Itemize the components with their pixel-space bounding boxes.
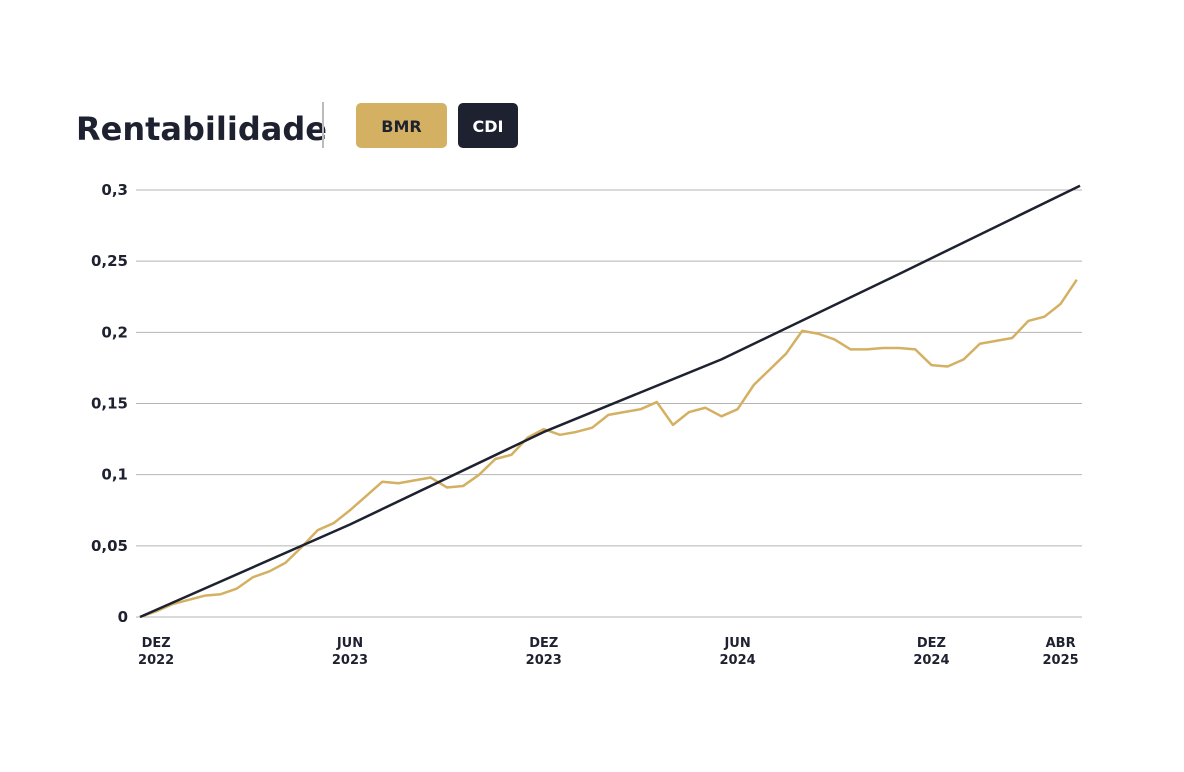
x-tick-label: DEZ 2022 [138,636,174,668]
x-tick-label: ABR 2025 [1043,636,1079,668]
series-line [139,278,1078,619]
x-tick-label: DEZ 2024 [913,636,949,668]
legend-label[interactable]: BMR [381,117,421,136]
y-tick-label: 0,2 [101,323,128,341]
y-tick-label: 0,3 [101,181,128,199]
legend-label[interactable]: CDI [473,117,504,136]
y-tick-label: 0,05 [91,537,128,555]
y-tick-label: 0,1 [101,466,128,484]
y-tick-label: 0,25 [91,252,128,270]
legend-button[interactable] [356,103,447,148]
y-tick-label: 0,15 [91,395,128,413]
legend-button[interactable] [458,103,518,148]
x-tick-label: JUN 2024 [720,636,756,668]
x-tick-label: JUN 2023 [332,636,368,668]
chart-title: Rentabilidade [76,110,327,148]
x-tick-label: DEZ 2023 [526,636,562,668]
y-tick-label: 0 [118,608,128,626]
series-line [139,184,1081,619]
